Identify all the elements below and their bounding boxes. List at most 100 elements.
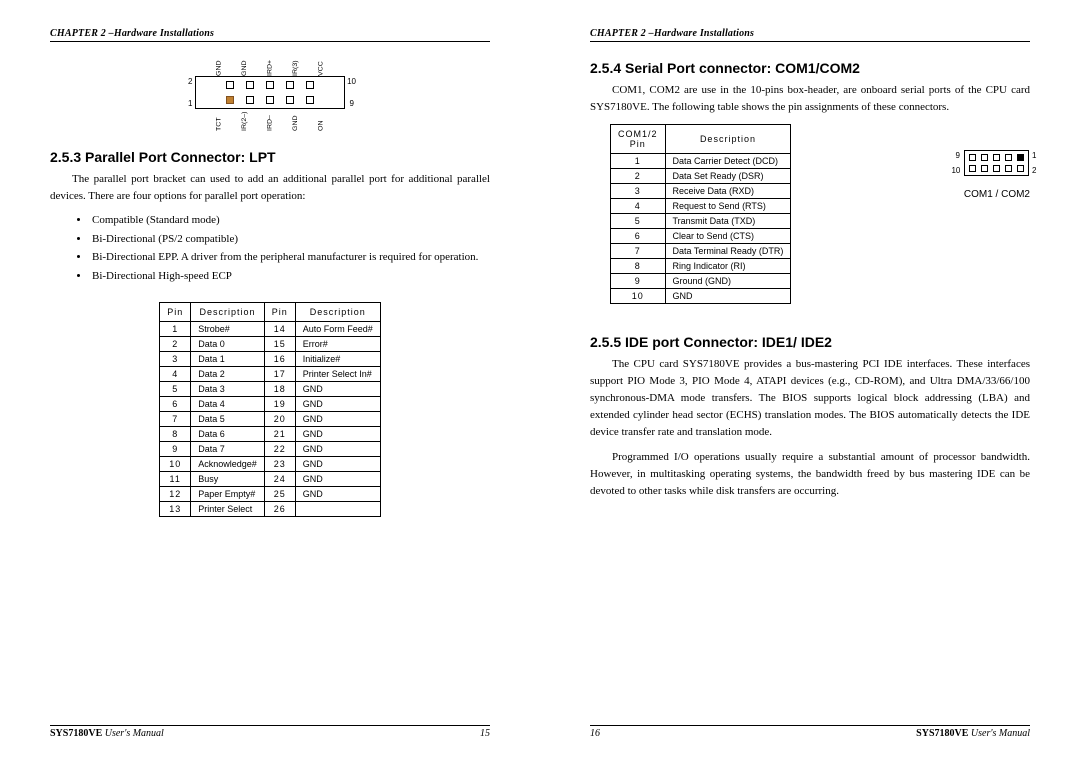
table-header: Description — [191, 302, 265, 321]
table-cell: Busy — [191, 471, 265, 486]
table-cell: Printer Select In# — [295, 366, 380, 381]
table-cell: GND — [295, 426, 380, 441]
pin-label: ON — [318, 109, 324, 131]
table-row: 6Clear to Send (CTS) — [611, 229, 791, 244]
table-row: 6Data 419GND — [160, 396, 381, 411]
table-cell: 8 — [160, 426, 191, 441]
table-row: 10Acknowledge#23GND — [160, 456, 381, 471]
pin-label: IRD+ — [267, 54, 273, 76]
page-16: CHAPTER 2 –Hardware Installations 2.5.4 … — [540, 0, 1080, 763]
table-cell: GND — [295, 471, 380, 486]
table-cell: 18 — [264, 381, 295, 396]
table-cell: Data 1 — [191, 351, 265, 366]
pin-label: IR(2–) — [242, 109, 248, 131]
corner-num: 1 — [188, 99, 192, 108]
section-2-5-3-p1: The parallel port bracket can used to ad… — [50, 171, 490, 205]
table-cell: 26 — [264, 501, 295, 516]
table-cell: GND — [295, 456, 380, 471]
table-cell: GND — [665, 289, 791, 304]
table-cell: 3 — [160, 351, 191, 366]
table-cell: Data 2 — [191, 366, 265, 381]
footer-model: SYS7180VE — [50, 728, 102, 739]
table-cell: Data 4 — [191, 396, 265, 411]
table-cell: 22 — [264, 441, 295, 456]
footer-suffix: User's Manual — [971, 728, 1030, 739]
table-row: 3Receive Data (RXD) — [611, 184, 791, 199]
section-2-5-4-title: 2.5.4 Serial Port connector: COM1/COM2 — [590, 60, 1030, 76]
table-cell: GND — [295, 411, 380, 426]
table-cell: 9 — [611, 274, 666, 289]
table-row: 2Data Set Ready (DSR) — [611, 169, 791, 184]
table-cell: 6 — [160, 396, 191, 411]
table-cell: 2 — [611, 169, 666, 184]
list-item: Bi-Directional (PS/2 compatible) — [90, 230, 490, 249]
table-cell: Data Carrier Detect (DCD) — [665, 154, 791, 169]
table-row: 12Paper Empty#25GND — [160, 486, 381, 501]
com-connector-diagram: 9 1 10 2 COM1 / COM2 — [964, 142, 1030, 200]
table-row: 3Data 116Initialize# — [160, 351, 381, 366]
table-cell: Data 3 — [191, 381, 265, 396]
list-item: Bi-Directional EPP. A driver from the pe… — [90, 248, 490, 267]
table-cell: 21 — [264, 426, 295, 441]
table-cell: Data Set Ready (DSR) — [665, 169, 791, 184]
table-cell: 20 — [264, 411, 295, 426]
table-cell: 19 — [264, 396, 295, 411]
table-header: Description — [295, 302, 380, 321]
table-cell: Paper Empty# — [191, 486, 265, 501]
table-row: 5Data 318GND — [160, 381, 381, 396]
table-cell: Data Terminal Ready (DTR) — [665, 244, 791, 259]
com-pin-table: COM1/2PinDescription1Data Carrier Detect… — [610, 124, 791, 304]
table-cell: GND — [295, 396, 380, 411]
table-header: COM1/2Pin — [611, 125, 666, 154]
com-diagram-label: COM1 / COM2 — [964, 189, 1030, 200]
table-cell: GND — [295, 486, 380, 501]
table-row: 7Data Terminal Ready (DTR) — [611, 244, 791, 259]
table-cell: Ground (GND) — [665, 274, 791, 289]
table-cell: 4 — [611, 199, 666, 214]
table-cell: 10 — [160, 456, 191, 471]
table-cell: 5 — [160, 381, 191, 396]
running-head: CHAPTER 2 –Hardware Installations — [50, 28, 490, 42]
lpt-pin-table: PinDescriptionPinDescription1Strobe#14Au… — [159, 302, 381, 517]
table-header: Description — [665, 125, 791, 154]
table-cell: 10 — [611, 289, 666, 304]
table-cell: 1 — [160, 321, 191, 336]
corner-num: 1 — [1032, 151, 1036, 160]
corner-num: 10 — [951, 166, 960, 175]
page-footer: SYS7180VE User's Manual 15 — [50, 725, 490, 739]
table-row: 8Ring Indicator (RI) — [611, 259, 791, 274]
table-cell: 7 — [160, 411, 191, 426]
table-cell: Error# — [295, 336, 380, 351]
section-2-5-3-title: 2.5.3 Parallel Port Connector: LPT — [50, 149, 490, 165]
table-cell: Data 0 — [191, 336, 265, 351]
pin-label: VCC — [318, 54, 324, 76]
pin-label: GND — [216, 54, 222, 76]
table-cell: Transmit Data (TXD) — [665, 214, 791, 229]
table-cell: Receive Data (RXD) — [665, 184, 791, 199]
table-cell: 4 — [160, 366, 191, 381]
table-cell: Data 7 — [191, 441, 265, 456]
table-row: 4Request to Send (RTS) — [611, 199, 791, 214]
table-cell: Request to Send (RTS) — [665, 199, 791, 214]
table-cell: Clear to Send (CTS) — [665, 229, 791, 244]
table-cell: Strobe# — [191, 321, 265, 336]
table-cell: 3 — [611, 184, 666, 199]
corner-num: 10 — [347, 77, 356, 86]
list-item: Bi-Directional High-speed ECP — [90, 267, 490, 286]
table-cell: Data 5 — [191, 411, 265, 426]
table-row: 7Data 520GND — [160, 411, 381, 426]
table-row: 9Ground (GND) — [611, 274, 791, 289]
table-cell: 5 — [611, 214, 666, 229]
table-cell: Acknowledge# — [191, 456, 265, 471]
pin-label: GND — [242, 54, 248, 76]
table-cell: Printer Select — [191, 501, 265, 516]
section-2-5-5-p2: Programmed I/O operations usually requir… — [590, 449, 1030, 500]
table-cell: 12 — [160, 486, 191, 501]
corner-num: 9 — [955, 151, 959, 160]
table-cell: 24 — [264, 471, 295, 486]
section-2-5-4-p1: COM1, COM2 are use in the 10-pins box-he… — [590, 82, 1030, 116]
page-15: CHAPTER 2 –Hardware Installations GND GN… — [0, 0, 540, 763]
table-row: 2Data 015Error# — [160, 336, 381, 351]
footer-suffix: User's Manual — [105, 728, 164, 739]
page-footer: 16 SYS7180VE User's Manual — [590, 725, 1030, 739]
